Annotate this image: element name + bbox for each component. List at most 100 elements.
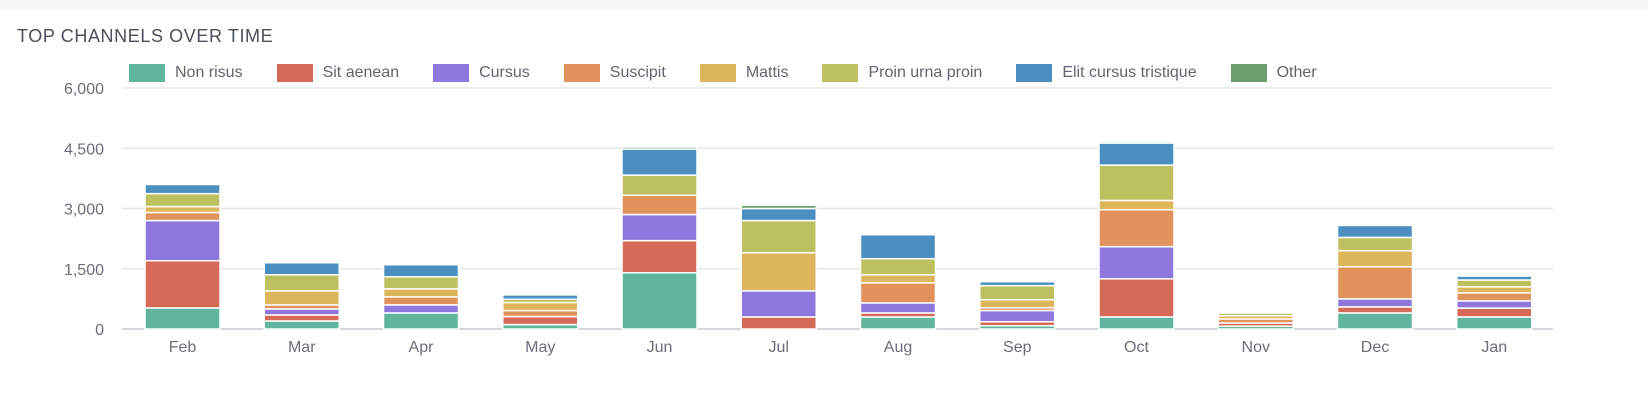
- bar-segment[interactable]: [979, 284, 1056, 301]
- x-tick-label: May: [525, 339, 555, 356]
- legend-label: Non risus: [175, 64, 243, 81]
- legend-item[interactable]: Cursus: [433, 64, 530, 82]
- bar-segment[interactable]: [859, 257, 937, 276]
- legend-item[interactable]: Other: [1230, 64, 1317, 82]
- legend-swatch: [563, 64, 600, 82]
- y-tick-label: 6,000: [64, 81, 104, 98]
- bar-segment[interactable]: [1217, 310, 1294, 314]
- bar-segment[interactable]: [621, 148, 698, 176]
- bar-segment[interactable]: [1336, 312, 1414, 330]
- bar-segment[interactable]: [1336, 236, 1414, 252]
- bar-segment[interactable]: [144, 183, 221, 195]
- bar-segment[interactable]: [621, 146, 698, 150]
- bar-segment[interactable]: [382, 296, 460, 306]
- bar-segment[interactable]: [144, 307, 221, 330]
- bar-segment[interactable]: [263, 308, 340, 316]
- bar-segment[interactable]: [144, 205, 221, 214]
- bar-segment[interactable]: [859, 232, 937, 236]
- bar-segment[interactable]: [1336, 298, 1414, 308]
- bar-segment[interactable]: [1456, 307, 1533, 318]
- bar-segment[interactable]: [1336, 306, 1414, 314]
- bar-segment[interactable]: [382, 262, 460, 266]
- legend-item[interactable]: Mattis: [699, 64, 788, 82]
- bar-segment[interactable]: [1098, 140, 1175, 144]
- bar-segment[interactable]: [859, 233, 937, 260]
- bar-segment[interactable]: [263, 320, 340, 330]
- bar-segment[interactable]: [382, 276, 460, 290]
- bar-segment[interactable]: [1098, 142, 1175, 166]
- bar-segment[interactable]: [144, 192, 221, 208]
- bar-segment[interactable]: [621, 174, 698, 196]
- bar-segment[interactable]: [382, 263, 460, 278]
- bar-segment[interactable]: [502, 301, 579, 312]
- bar-segment[interactable]: [1456, 316, 1533, 330]
- bar-segment[interactable]: [144, 259, 221, 309]
- legend-item[interactable]: Suscipit: [563, 64, 666, 82]
- bar-segment[interactable]: [1456, 286, 1533, 294]
- bar-segment[interactable]: [1098, 199, 1175, 211]
- bar-segment[interactable]: [263, 290, 340, 306]
- legend-item[interactable]: Sit aenean: [276, 64, 399, 82]
- x-tick-label: Dec: [1361, 339, 1389, 356]
- legend-item[interactable]: Proin urna proin: [822, 64, 982, 82]
- bar-segment[interactable]: [859, 316, 937, 330]
- bar-segment[interactable]: [1336, 223, 1414, 227]
- bar-segment[interactable]: [1098, 208, 1175, 248]
- bar-segment[interactable]: [382, 312, 460, 330]
- bar-segment[interactable]: [740, 316, 817, 330]
- bar-segment[interactable]: [740, 207, 817, 222]
- legend-swatch: [1230, 64, 1267, 82]
- bar-segment[interactable]: [502, 293, 579, 296]
- bar-segment[interactable]: [1098, 164, 1175, 202]
- bar-segment[interactable]: [1336, 224, 1414, 239]
- x-tick-label: Jul: [769, 339, 789, 356]
- bar-segment[interactable]: [1336, 249, 1414, 268]
- bar-segment[interactable]: [382, 288, 460, 298]
- legend-item[interactable]: Non risus: [129, 64, 243, 82]
- bar-segment[interactable]: [740, 219, 817, 254]
- bar-segment[interactable]: [859, 302, 937, 314]
- legend-swatch: [433, 64, 470, 82]
- bar-segment[interactable]: [263, 314, 340, 322]
- bar-segment[interactable]: [1098, 316, 1175, 330]
- bar-segment[interactable]: [144, 182, 221, 186]
- bar-segment[interactable]: [740, 251, 817, 292]
- bar-segment[interactable]: [382, 304, 460, 314]
- bar-segment[interactable]: [502, 309, 579, 318]
- bar-segment[interactable]: [263, 261, 340, 276]
- bar-segment[interactable]: [859, 282, 937, 304]
- x-tick-label: Feb: [169, 339, 197, 356]
- bar-segment[interactable]: [1456, 274, 1533, 277]
- bar-segment[interactable]: [979, 298, 1056, 309]
- bar-segment[interactable]: [859, 274, 937, 284]
- bar-segment[interactable]: [979, 309, 1056, 323]
- bar-segment[interactable]: [1098, 278, 1175, 318]
- x-tick-label: Mar: [288, 339, 316, 356]
- bar-segment[interactable]: [621, 239, 698, 274]
- legend-item[interactable]: Elit cursus tristique: [1016, 64, 1197, 82]
- x-tick-label: Aug: [884, 339, 912, 356]
- bar-segment[interactable]: [740, 204, 817, 210]
- bar-segment[interactable]: [621, 213, 698, 242]
- bar-segment[interactable]: [1456, 279, 1533, 288]
- bar-segment[interactable]: [144, 211, 221, 222]
- bar-segment[interactable]: [263, 274, 340, 292]
- x-tick-label: Sep: [1003, 339, 1032, 356]
- y-tick-label: 1,500: [64, 262, 104, 279]
- legend-label: Suscipit: [609, 64, 666, 81]
- bar-segment[interactable]: [1456, 300, 1533, 309]
- legend-swatch: [1016, 64, 1053, 82]
- bar-segment[interactable]: [1456, 292, 1533, 302]
- bar-segment[interactable]: [621, 194, 698, 216]
- bar-segment[interactable]: [144, 219, 221, 262]
- x-tick-label: Nov: [1242, 339, 1270, 356]
- bar-segment[interactable]: [1098, 245, 1175, 280]
- bar-segment[interactable]: [502, 315, 579, 326]
- bar-segment[interactable]: [263, 260, 340, 264]
- bar-segment[interactable]: [621, 272, 698, 330]
- x-tick-label: Jan: [1481, 339, 1507, 356]
- bar-segment[interactable]: [740, 290, 817, 318]
- bar-segment[interactable]: [1336, 265, 1414, 300]
- bar-segment[interactable]: [979, 279, 1056, 283]
- legend-swatch: [822, 64, 859, 82]
